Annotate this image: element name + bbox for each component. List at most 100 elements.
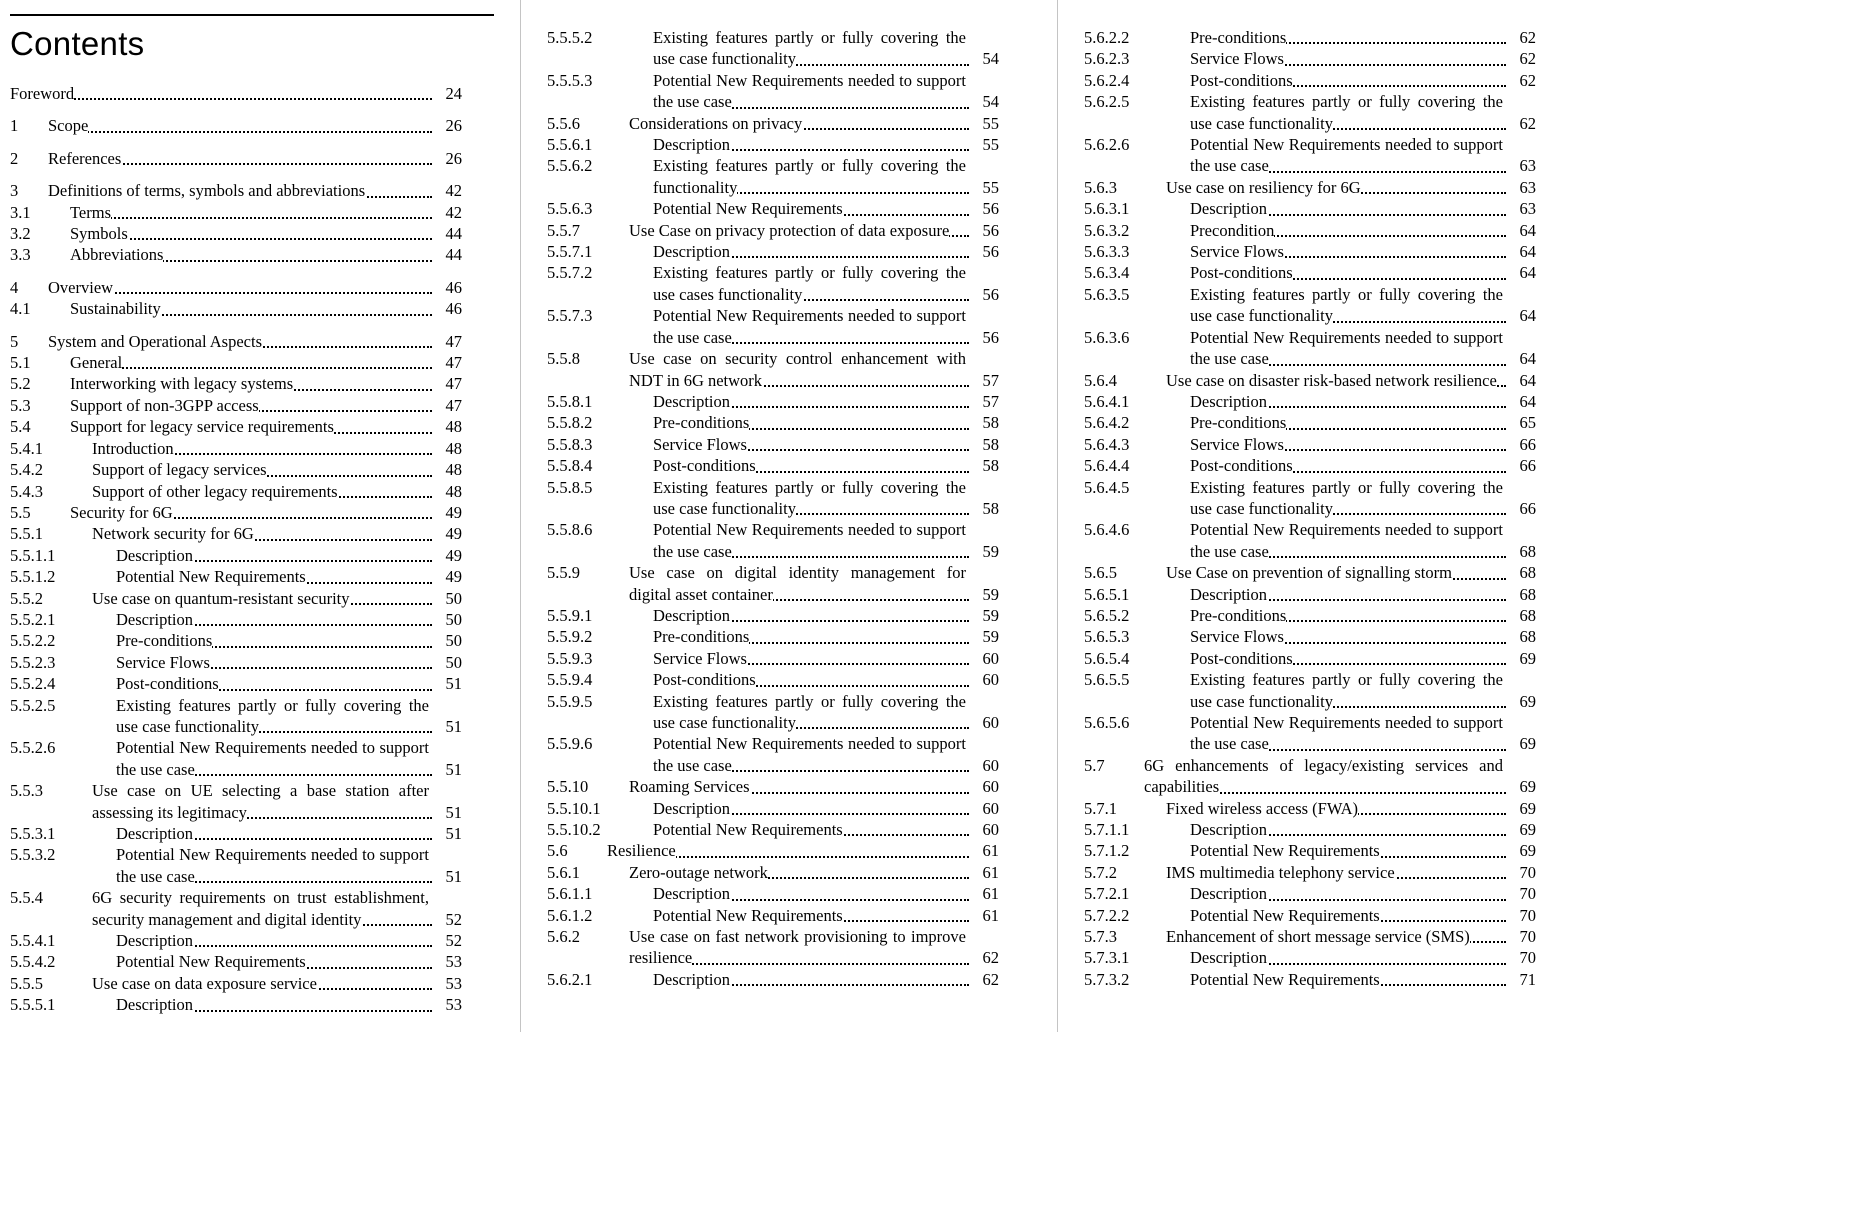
toc-entry-number: 5.4.1 — [10, 438, 43, 458]
leader-dots — [1190, 213, 1506, 216]
toc-entry-number: 5.7.1 — [1084, 798, 1117, 818]
toc-entry-title: Description — [653, 135, 730, 155]
toc-entry-page: 52 — [439, 930, 462, 952]
toc-entry-body: Foreword 24 — [10, 83, 462, 105]
toc-entry-page: 51 — [439, 673, 462, 695]
toc-entry-number: 5.6.3.4 — [1084, 263, 1130, 283]
toc-entry-number: 5.5.8.4 — [547, 456, 593, 476]
toc-entry-page: 42 — [439, 201, 462, 224]
toc-entry: 3.2 Symbols 44 — [10, 223, 462, 245]
toc-entry: 5.5.2.1 Description 50 — [10, 608, 462, 631]
toc-entry-page: 64 — [1513, 369, 1536, 391]
toc-page: Contents Foreword 24 1 Scope 26 2 References 26… — [10, 0, 1536, 1032]
toc-entry-body: Description 64 — [1084, 390, 1536, 413]
toc-entry: 3.3 Abbreviations 44 — [10, 244, 462, 266]
toc-entry-page: 70 — [1513, 883, 1536, 905]
toc-entry-page: 50 — [439, 651, 462, 674]
toc-entry-body: Use Case on prevention of signalling sto… — [1084, 562, 1536, 584]
toc-entry: 5.7.3.1 Description 70 — [1084, 947, 1536, 969]
toc-entry-number: 5.5.2.3 — [10, 652, 56, 672]
toc-entry-body: Potential New Requirements needed to sup… — [547, 733, 999, 777]
toc-entry-body: Terms 42 — [10, 201, 462, 224]
leader-dots — [1190, 556, 1506, 559]
toc-entry-page: 65 — [1513, 412, 1536, 434]
toc-entry-number: 5.6.2.1 — [547, 969, 593, 989]
toc-entry: 5.6.4.3 Service Flows 66 — [1084, 433, 1536, 456]
toc-entry-number: 3.3 — [10, 245, 31, 265]
leader-dots — [92, 453, 432, 456]
toc-entry-title: Potential New Requirements needed to sup… — [116, 738, 429, 779]
toc-entry-body: Network security for 6G 49 — [10, 523, 462, 545]
toc-entry: 5.5.5 Use case on data exposure service 53 — [10, 972, 462, 995]
toc-entry-title: 6G enhancements of legacy/existing servi… — [1144, 755, 1503, 797]
toc-entry-page: 60 — [976, 669, 999, 691]
toc-entry-page: 42 — [439, 180, 462, 202]
toc-entry-number: 5.6 — [547, 841, 568, 861]
toc-entry: 1 Scope 26 — [10, 115, 462, 137]
toc-entry-body: Fixed wireless access (FWA) 69 — [1084, 797, 1536, 820]
leader-dots — [653, 813, 969, 816]
toc-entry-page: 64 — [1513, 348, 1536, 370]
toc-entry-page: 62 — [1513, 27, 1536, 49]
toc-entry-page: 59 — [976, 626, 999, 648]
toc-entry-body: Description 53 — [10, 994, 462, 1016]
leader-dots — [1190, 663, 1506, 666]
toc-entry-page: 59 — [976, 540, 999, 563]
toc-entry-body: Potential New Requirements needed to sup… — [547, 305, 999, 349]
toc-entry-title: Pre-conditions — [116, 631, 213, 651]
toc-entry-title: Use case on quantum-resistant security — [92, 588, 350, 608]
toc-entry: 5.5.8.4 Post-conditions 58 — [547, 455, 999, 477]
toc-entry-page: 57 — [976, 390, 999, 413]
toc-entry-body: Description 60 — [547, 797, 999, 820]
toc-entry: 5.5.9.3 Service Flows 60 — [547, 647, 999, 670]
toc-entry: 5.1 General 47 — [10, 352, 462, 374]
toc-entry-page: 24 — [439, 83, 462, 105]
toc-entry: 5.5.9.1 Description 59 — [547, 604, 999, 627]
toc-entry-body: Description 70 — [1084, 947, 1536, 969]
toc-entry: 5.5.8.6 Potential New Requirements needed… — [547, 519, 999, 563]
toc-entry: 5.6.2.3 Service Flows 62 — [1084, 48, 1536, 70]
toc-entry-page: 26 — [439, 147, 462, 170]
toc-entry-body: Use case on data exposure service 53 — [10, 972, 462, 995]
toc-entry-title: Support of other legacy requirements — [92, 481, 338, 501]
leader-dots — [116, 624, 432, 627]
toc-entry-body: Pre-conditions 62 — [1084, 27, 1536, 49]
toc-entry: 5 System and Operational Aspects 47 — [10, 330, 462, 353]
toc-entry-body: Overview 46 — [10, 276, 462, 299]
toc-entry: 5.7.1.1 Description 69 — [1084, 819, 1536, 841]
toc-entry-number: 4 — [10, 277, 19, 297]
toc-entry-body: Introduction 48 — [10, 437, 462, 460]
toc-entry-number: 5.6.5.6 — [1084, 713, 1130, 732]
toc-entry: 5.7.2 IMS multimedia telephony service 70 — [1084, 861, 1536, 884]
toc-entry-number: 4.1 — [10, 299, 31, 319]
toc-entry-title: Existing features partly or fully coveri… — [1190, 284, 1503, 326]
toc-entry-body: Potential New Requirements needed to sup… — [1084, 327, 1536, 370]
toc-entry-page: 50 — [439, 587, 462, 609]
toc-entry: 5.6 Resilience 61 — [547, 840, 999, 862]
toc-entry-title: Existing features partly or fully coveri… — [653, 156, 966, 197]
toc-entry-number: 5.6.2 — [547, 927, 580, 947]
toc-entry-title: Pre-conditions — [1190, 605, 1287, 625]
leader-dots — [629, 791, 969, 794]
leader-dots — [116, 774, 432, 777]
toc-entry: 5.6.5.1 Description 68 — [1084, 583, 1536, 605]
toc-entry-body: Post-conditions 62 — [1084, 69, 1536, 92]
toc-entry-title: Description — [653, 884, 730, 904]
toc-entry-number: 5.4.2 — [10, 460, 43, 480]
toc-entry-title: Existing features partly or fully coveri… — [653, 691, 966, 732]
toc-entry-title: Description — [116, 995, 193, 1015]
toc-entry-body: Definitions of terms, symbols and abbrev… — [10, 180, 462, 202]
toc-entry-page: 61 — [976, 883, 999, 905]
leader-dots — [653, 149, 969, 152]
toc-entry-title: Use Case on privacy protection of data e… — [629, 220, 950, 240]
toc-entry: 4 Overview 46 — [10, 276, 462, 299]
toc-entry: 5.5.8.3 Service Flows 58 — [547, 433, 999, 456]
toc-entry-page: 69 — [1513, 776, 1536, 798]
toc-entry-title: Service Flows — [116, 652, 210, 672]
toc-entry-page: 64 — [1513, 262, 1536, 284]
toc-entry: 5.6.2 Use case on fast network provisioni… — [547, 926, 999, 969]
toc-entry-title: System and Operational Aspects — [48, 331, 263, 351]
toc-entry-page: 64 — [1513, 241, 1536, 263]
leader-dots — [653, 106, 969, 109]
column-divider-1 — [520, 0, 521, 1032]
